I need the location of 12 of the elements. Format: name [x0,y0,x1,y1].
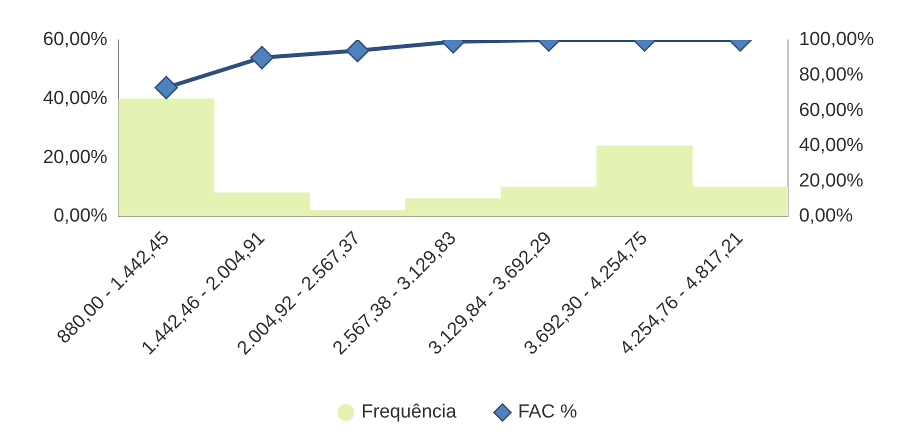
y-tick-label: 40,00% [42,88,108,110]
y2-tick-label: 20,00% [798,170,864,192]
y2-tick-label: 0,00% [798,206,853,227]
y2-tick-label: 60,00% [798,100,864,121]
y-tick-label: 20,00% [42,146,108,168]
legend-label: Frequência [361,402,457,423]
legend-label: FAC % [518,402,578,423]
y2-tick-label: 80,00% [798,64,864,86]
y2-tick-label: 40,00% [798,135,864,156]
y-tick-label: 0,00% [54,206,108,227]
y2-tick-label: 100,00% [798,29,874,50]
y-tick-label: 60,00% [42,29,108,50]
